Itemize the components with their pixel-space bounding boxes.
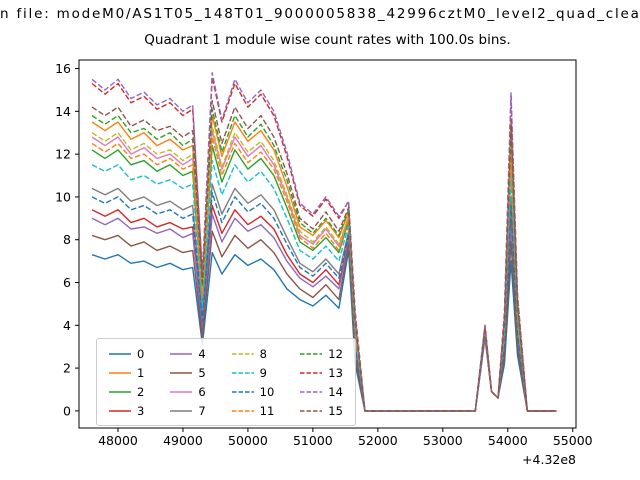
legend-line-sample [231,371,254,374]
x-tick-label: 51000 [293,433,333,448]
legend-item-label: 0 [137,346,145,361]
legend-line-sample [231,352,254,355]
legend-item-label: 12 [328,346,343,361]
legend-item-6: 6 [170,383,206,400]
y-tick-label: 4 [63,318,71,333]
y-tick-label: 12 [55,147,71,162]
legend-item-2: 2 [109,383,144,400]
x-tick-label: 48000 [98,433,138,448]
legend-line-sample [231,390,254,393]
legend-line-sample [231,409,254,412]
x-tick-label: 49000 [163,433,203,448]
y-tick-label: 0 [63,403,71,418]
legend-line-sample [300,409,323,412]
legend-line-sample [170,352,193,355]
series-line-15 [91,99,557,412]
legend-item-label: 6 [198,384,206,399]
legend-item-label: 7 [198,403,206,418]
legend-item-4: 4 [170,345,206,362]
legend-line-sample [300,352,323,355]
legend-item-label: 9 [259,365,267,380]
y-tick-label: 14 [55,104,71,119]
series-line-11 [91,136,557,412]
legend-item-label: 4 [198,346,206,361]
legend-item-label: 14 [328,384,343,399]
x-axis-offset-label: +4.32e8 [522,452,576,467]
legend-item-13: 13 [300,364,343,381]
legend-item-5: 5 [170,364,206,381]
legend-line-sample [300,390,323,393]
legend-item-12: 12 [300,345,343,362]
legend-item-label: 1 [137,365,145,380]
legend-line-sample [170,390,193,393]
legend-line-sample [109,409,131,412]
legend-item-8: 8 [231,345,275,362]
legend-item-1: 1 [109,364,144,381]
legend-item-15: 15 [300,402,343,419]
legend-item-label: 3 [137,403,145,418]
legend-line-sample [170,371,193,374]
axes-title: Quadrant 1 module wise count rates with … [144,32,511,48]
series-line-14 [91,72,557,412]
legend-item-label: 2 [137,384,145,399]
legend-item-0: 0 [109,345,144,362]
y-tick-label: 6 [63,275,71,290]
series-group [91,72,557,412]
legend-item-label: 10 [259,384,275,399]
legend-item-7: 7 [170,402,206,419]
legend-item-label: 13 [328,365,343,380]
x-tick-label: 54000 [488,433,528,448]
x-tick-label: 53000 [423,433,463,448]
legend-item-9: 9 [231,364,275,381]
legend-item-11: 11 [231,402,275,419]
legend-item-3: 3 [109,402,144,419]
legend: 0 1 2 3 4 5 6 7 8 9 10 11 12 13 14 15 [96,338,356,426]
y-tick-label: 8 [63,232,71,247]
legend-item-label: 8 [259,346,267,361]
legend-line-sample [300,371,323,374]
series-line-10 [91,191,557,412]
figure-suptitle: n file: modeM0/AS1T05_148T01_9000005838_… [0,6,640,22]
y-tick-label: 2 [63,361,71,376]
legend-line-sample [170,409,193,412]
x-tick-label: 52000 [358,433,398,448]
legend-item-14: 14 [300,383,343,400]
axes-box [78,59,577,429]
series-line-13 [91,76,557,412]
legend-item-10: 10 [231,383,275,400]
legend-line-sample [109,371,131,374]
legend-item-label: 11 [259,403,275,418]
legend-item-label: 5 [198,365,206,380]
legend-line-sample [109,352,131,355]
y-tick-label: 10 [55,189,71,204]
x-tick-label: 55000 [553,433,593,448]
legend-line-sample [109,390,131,393]
x-tick-label: 50000 [228,433,268,448]
y-tick-label: 16 [55,61,71,76]
legend-item-label: 15 [328,403,343,418]
